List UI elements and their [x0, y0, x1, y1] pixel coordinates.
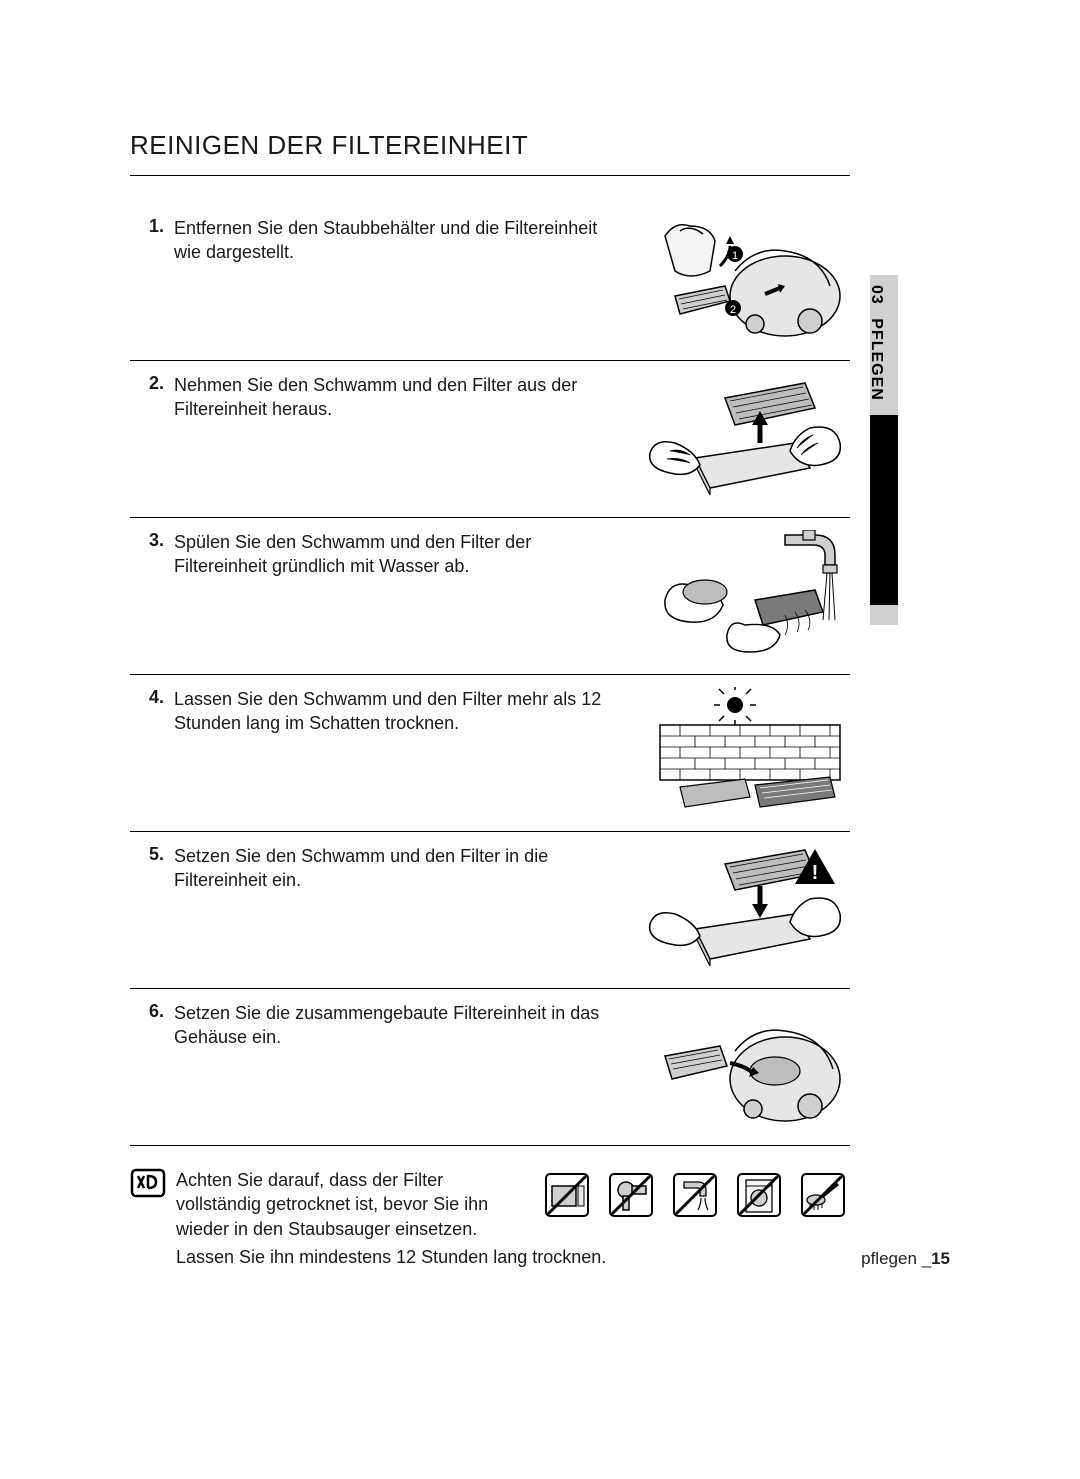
reinsert-vacuum-icon: [635, 1001, 850, 1131]
tab-label: 03 PFLEGEN: [867, 285, 885, 401]
step-text: Setzen Sie den Schwamm und den Filter in…: [174, 844, 635, 893]
tab-text: PFLEGEN: [868, 318, 885, 401]
step-figure: [635, 373, 850, 503]
step-number: 6.: [130, 1001, 174, 1022]
no-hotwater-icon: [668, 1168, 722, 1222]
step-number: 4.: [130, 687, 174, 708]
note-row: Achten Sie darauf, dass der Filter volls…: [130, 1146, 850, 1241]
step-row: 5. Setzen Sie den Schwamm und den Filter…: [130, 832, 850, 989]
prohibition-icons-strip: [540, 1168, 850, 1222]
vacuum-remove-icon: 1 2: [635, 216, 850, 346]
step-number: 1.: [130, 216, 174, 237]
no-hairdryer-icon: [604, 1168, 658, 1222]
step-text: Lassen Sie den Schwamm und den Filter me…: [174, 687, 635, 736]
footer-section: pflegen _: [861, 1249, 931, 1268]
tab-black-bar: [870, 415, 898, 605]
step-figure: 1 2: [635, 216, 850, 346]
footer-page-number: 15: [931, 1249, 950, 1268]
step-figure: [635, 1001, 850, 1131]
step-text: Nehmen Sie den Schwamm und den Filter au…: [174, 373, 635, 422]
step-text: Entfernen Sie den Staubbehälter und die …: [174, 216, 635, 265]
step-number: 5.: [130, 844, 174, 865]
step-row: 6. Setzen Sie die zusammengebaute Filter…: [130, 989, 850, 1146]
step-text: Setzen Sie die zusammengebaute Filterein…: [174, 1001, 635, 1050]
step-number: 3.: [130, 530, 174, 551]
step-figure: !: [635, 844, 850, 974]
page-title: REINIGEN DER FILTEREINHEIT: [130, 130, 850, 176]
step-row: 2. Nehmen Sie den Schwamm und den Filter…: [130, 361, 850, 518]
note-text-1: Achten Sie darauf, dass der Filter volls…: [176, 1168, 530, 1241]
step-figure: [635, 530, 850, 660]
no-brush-icon: [796, 1168, 850, 1222]
page-footer: pflegen _15: [861, 1249, 950, 1269]
section-side-tab: 03 PFLEGEN: [870, 275, 960, 625]
dry-shade-icon: [635, 687, 850, 817]
no-washingmachine-icon: [732, 1168, 786, 1222]
note-icon: [130, 1168, 166, 1198]
page-content: REINIGEN DER FILTEREINHEIT 1. Entfernen …: [130, 130, 850, 1269]
step-row: 1. Entfernen Sie den Staubbehälter und d…: [130, 204, 850, 361]
tab-number: 03: [867, 285, 885, 305]
filter-insert-hands-icon: !: [635, 844, 850, 974]
step-row: 3. Spülen Sie den Schwamm und den Filter…: [130, 518, 850, 675]
filter-remove-hands-icon: [635, 373, 850, 503]
svg-text:2: 2: [730, 304, 736, 316]
no-microwave-icon: [540, 1168, 594, 1222]
step-figure: [635, 687, 850, 817]
step-number: 2.: [130, 373, 174, 394]
note-text-2: Lassen Sie ihn mindestens 12 Stunden lan…: [130, 1245, 850, 1269]
step-row: 4. Lassen Sie den Schwamm und den Filter…: [130, 675, 850, 832]
rinse-faucet-icon: [635, 530, 850, 660]
svg-text:1: 1: [732, 250, 738, 262]
svg-text:!: !: [812, 862, 819, 884]
step-text: Spülen Sie den Schwamm und den Filter de…: [174, 530, 635, 579]
